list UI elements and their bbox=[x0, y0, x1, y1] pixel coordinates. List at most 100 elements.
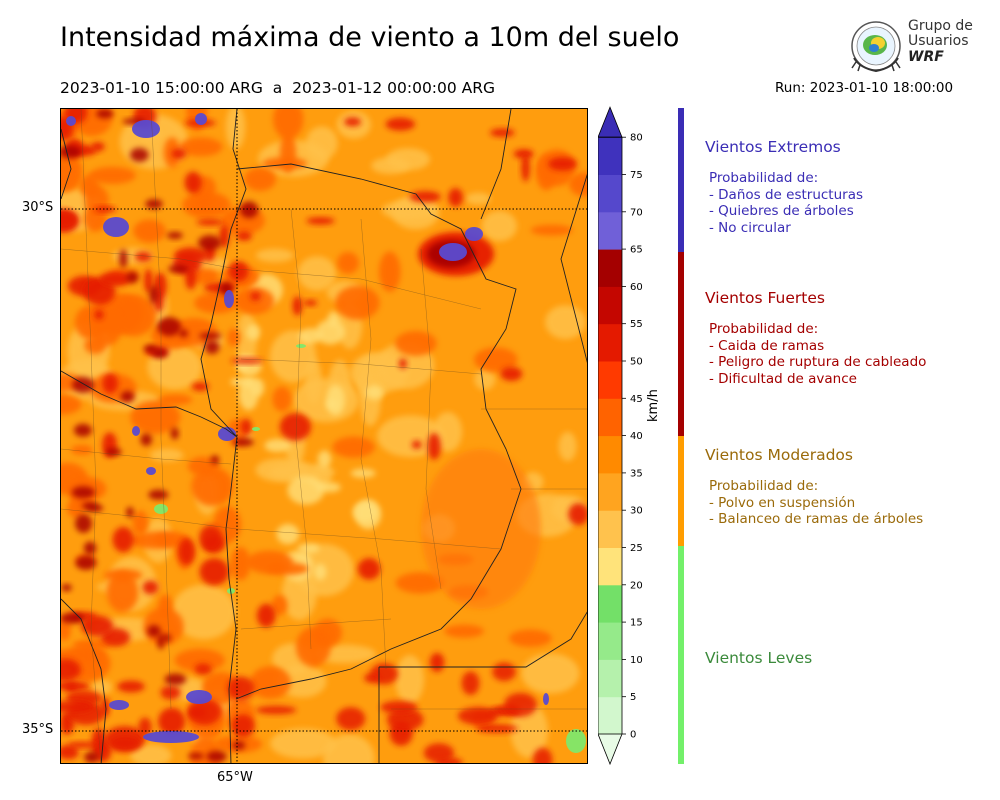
wind-contour-blob bbox=[157, 633, 165, 650]
legend-category-fuertes: Vientos Fuertes Probabilidad de: - Caida… bbox=[705, 289, 926, 387]
colorbar-segment bbox=[598, 211, 622, 250]
wind-contour-blob bbox=[293, 378, 359, 423]
wind-contour-blob bbox=[144, 268, 153, 294]
wind-contour-blob bbox=[371, 157, 410, 175]
wind-intensity-map bbox=[60, 108, 588, 764]
wind-contour-blob bbox=[102, 373, 119, 394]
wind-contour-blob bbox=[61, 647, 105, 664]
wind-contour-blob bbox=[385, 117, 416, 131]
colorbar-tick-label: 5 bbox=[630, 692, 636, 703]
wind-contour-blob bbox=[149, 285, 159, 304]
wind-contour-blob bbox=[530, 224, 573, 236]
logo-text-line3: WRF bbox=[908, 49, 944, 65]
wind-contour-blob bbox=[427, 433, 441, 460]
category-item: Probabilidad de: bbox=[709, 170, 819, 186]
wind-contour-blob bbox=[187, 698, 222, 726]
wind-contour-blob bbox=[83, 541, 97, 555]
wind-contour-blob bbox=[84, 751, 100, 763]
wind-contour-blob bbox=[377, 415, 444, 458]
wind-contour-blob bbox=[337, 251, 359, 274]
wind-contour-blob bbox=[170, 427, 179, 440]
wind-contour-blob bbox=[132, 426, 140, 436]
wind-contour-blob bbox=[227, 328, 241, 347]
wind-contour-blob bbox=[130, 744, 172, 763]
wind-contour-blob bbox=[508, 629, 552, 647]
wind-contour-blob bbox=[295, 626, 331, 667]
wind-contour-blob bbox=[219, 224, 230, 248]
wind-contour-blob bbox=[380, 700, 418, 714]
wind-contour-blob bbox=[500, 366, 523, 381]
colorbar-ticks: 0 5 10 15 20 25 30 35 40 45 50 55 60 65 70 75 80 bbox=[622, 133, 643, 741]
legend-bar-leves bbox=[678, 546, 684, 764]
colorbar-segment bbox=[598, 361, 622, 399]
wind-contour-blob bbox=[276, 523, 300, 545]
wind-contour-blob bbox=[160, 685, 181, 700]
map-title: Intensidad máxima de viento a 10m del su… bbox=[60, 22, 680, 53]
wind-contour-blob bbox=[91, 141, 105, 152]
wind-contour-blob bbox=[148, 489, 169, 500]
wind-contour-blob bbox=[230, 546, 251, 581]
legend-bar-fuertes bbox=[678, 252, 684, 436]
wind-contour-blob bbox=[166, 231, 183, 240]
wind-contour-blob bbox=[154, 531, 187, 548]
wind-contour-blob bbox=[158, 707, 186, 736]
wind-contour-blob bbox=[61, 210, 78, 230]
wind-contour-blob bbox=[225, 109, 246, 150]
legend-bar-extremos bbox=[678, 108, 684, 252]
legend-bar-moderados bbox=[678, 436, 684, 546]
wind-contour-blob bbox=[355, 499, 382, 530]
wind-contour-blob bbox=[240, 418, 252, 435]
wind-contour-blob bbox=[61, 658, 81, 682]
wind-contour-blob bbox=[332, 436, 375, 458]
wind-contour-blob bbox=[188, 752, 204, 760]
colorbar-segment bbox=[598, 510, 622, 548]
wind-contour-blob bbox=[474, 347, 518, 373]
wind-contour-blob bbox=[336, 707, 366, 731]
wind-contour-blob bbox=[256, 603, 276, 628]
wind-contour-blob bbox=[71, 486, 95, 499]
lon-label-65w: 65°W bbox=[217, 770, 253, 785]
wind-contour-blob bbox=[543, 693, 549, 705]
wind-contour-blob bbox=[230, 357, 264, 364]
wind-contour-blob bbox=[271, 594, 288, 616]
wind-contour-blob bbox=[317, 450, 332, 468]
wind-contour-blob bbox=[179, 329, 188, 338]
wind-contour-blob bbox=[204, 339, 220, 355]
wind-contour-blob bbox=[171, 317, 218, 347]
wind-contour-blob bbox=[191, 382, 209, 391]
wind-contour-blob bbox=[481, 210, 517, 242]
wind-contour-blob bbox=[378, 251, 401, 292]
category-name: Vientos Fuertes bbox=[705, 289, 825, 307]
colorbar-segment bbox=[598, 696, 622, 735]
wind-contour-blob bbox=[521, 154, 530, 182]
wind-contour-blob bbox=[270, 728, 336, 759]
wind-contour-blob bbox=[395, 330, 437, 356]
colorbar-tick-label: 45 bbox=[630, 394, 643, 405]
colorbar-tick-label: 30 bbox=[630, 506, 643, 517]
wind-contour-blob bbox=[521, 653, 580, 694]
wind-contour-blob bbox=[350, 468, 376, 478]
lat-label-30s: 30°S bbox=[22, 200, 54, 215]
wind-contour-blob bbox=[268, 463, 336, 481]
category-item: - No circular bbox=[709, 219, 791, 236]
colorbar-tick-label: 65 bbox=[630, 245, 643, 256]
wind-contour-blob bbox=[196, 219, 224, 226]
wind-contour-blob bbox=[184, 171, 202, 194]
wind-contour-blob bbox=[126, 271, 139, 284]
wind-contour-blob bbox=[264, 438, 291, 453]
colorbar-min-extension bbox=[598, 733, 623, 766]
wind-contour-blob bbox=[75, 514, 93, 533]
category-item: Probabilidad de: bbox=[709, 478, 819, 494]
wind-contour-blob bbox=[66, 499, 85, 518]
wind-contour-blob bbox=[174, 247, 208, 264]
wind-contour-blob bbox=[421, 449, 541, 609]
colorbar-segment bbox=[598, 249, 622, 287]
wind-contour-blob bbox=[269, 330, 317, 383]
wind-contour-blob bbox=[61, 583, 72, 592]
wind-contour-blob bbox=[395, 655, 425, 704]
legend-category-moderados: Vientos Moderados Probabilidad de: - Pol… bbox=[705, 446, 923, 528]
wind-contour-blob bbox=[119, 249, 128, 269]
wind-contour-blob bbox=[315, 319, 345, 345]
wind-contour-blob bbox=[409, 191, 441, 203]
logo-globe-icon bbox=[851, 21, 901, 73]
